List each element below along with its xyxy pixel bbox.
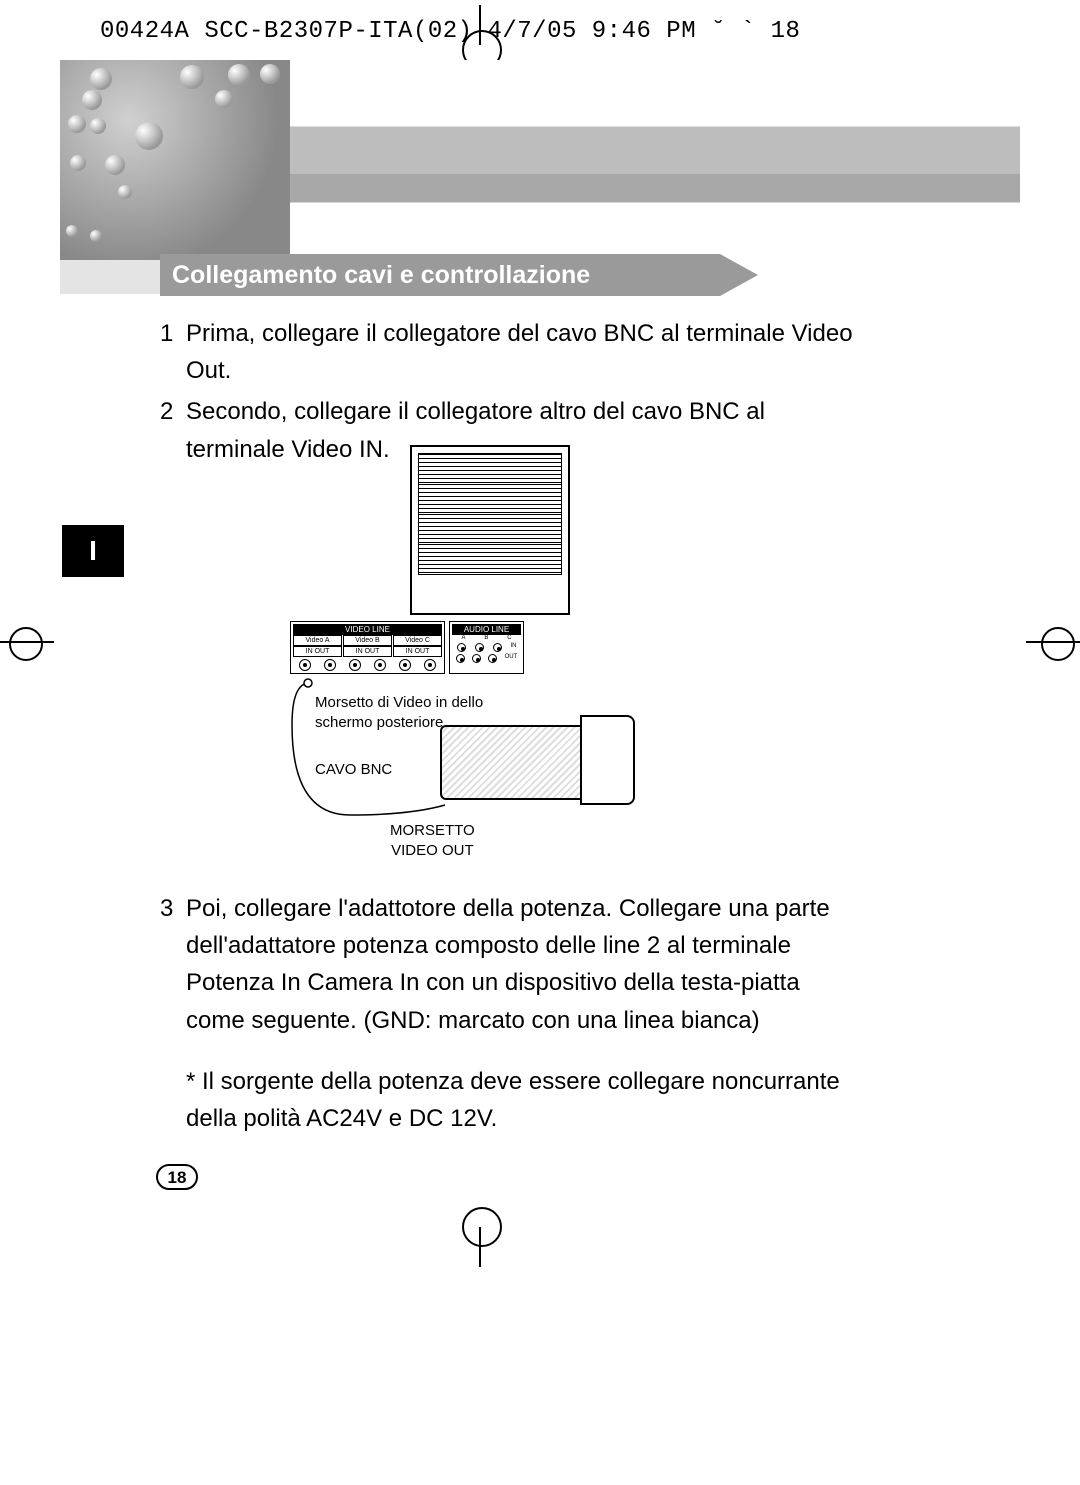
jack xyxy=(299,659,311,671)
jack xyxy=(493,643,502,652)
jack xyxy=(424,659,436,671)
io-c: IN OUT xyxy=(393,646,442,657)
crop-mark-right xyxy=(1026,612,1080,672)
jack xyxy=(324,659,336,671)
step-num-2: 2 xyxy=(160,393,186,467)
jack xyxy=(374,659,386,671)
language-tab: I xyxy=(62,525,124,577)
audio-c: C xyxy=(507,635,511,641)
audio-in-label: IN xyxy=(511,643,517,652)
jack xyxy=(472,654,481,663)
bnc-cable-label: CAVO BNC xyxy=(315,760,392,780)
jack xyxy=(457,643,466,652)
step-num-1: 1 xyxy=(160,315,186,389)
audio-a: A xyxy=(461,635,465,641)
crop-mark-left xyxy=(0,612,54,672)
print-header: 00424A SCC-B2307P-ITA(02) 4/7/05 9:46 PM… xyxy=(100,18,800,45)
audio-b: B xyxy=(484,635,488,641)
video-line-header: VIDEO LINE xyxy=(293,624,442,635)
jack xyxy=(488,654,497,663)
video-out-label2: VIDEO OUT xyxy=(390,841,475,861)
lens-graphic xyxy=(580,715,635,805)
audio-line-header: AUDIO LINE xyxy=(452,624,521,635)
bubble-graphic xyxy=(60,60,290,260)
step-text-3: Poi, collegare l'adattotore della potenz… xyxy=(186,890,860,1039)
jack xyxy=(475,643,484,652)
step-num-3: 3 xyxy=(160,890,186,1039)
video-out-label1: MORSETTO xyxy=(390,821,475,841)
io-b: IN OUT xyxy=(343,646,392,657)
jack xyxy=(349,659,361,671)
video-panel: VIDEO LINE Video A Video B Video C IN OU… xyxy=(290,621,445,674)
power-note: * Il sorgente della potenza deve essere … xyxy=(186,1063,860,1137)
audio-out-label: OUT xyxy=(505,654,518,663)
video-a-cell: Video A xyxy=(293,635,342,646)
io-a: IN OUT xyxy=(293,646,342,657)
connection-diagram: VIDEO LINE Video A Video B Video C IN OU… xyxy=(290,445,620,875)
crop-mark-top xyxy=(462,5,498,55)
video-c-cell: Video C xyxy=(393,635,442,646)
jack xyxy=(399,659,411,671)
video-b-cell: Video B xyxy=(343,635,392,646)
audio-panel: AUDIO LINE A B C IN OUT xyxy=(449,621,524,674)
page-number: 18 xyxy=(156,1164,198,1190)
step-text-1: Prima, collegare il collegatore del cavo… xyxy=(186,315,860,389)
monitor-graphic xyxy=(410,445,570,615)
jack xyxy=(456,654,465,663)
section-title: Collegamento cavi e controllazione opera… xyxy=(160,254,720,296)
steps-content-bottom: 3 Poi, collegare l'adattotore della pote… xyxy=(160,890,860,1137)
camera-graphic xyxy=(440,725,600,800)
crop-mark-bottom xyxy=(462,1217,498,1267)
